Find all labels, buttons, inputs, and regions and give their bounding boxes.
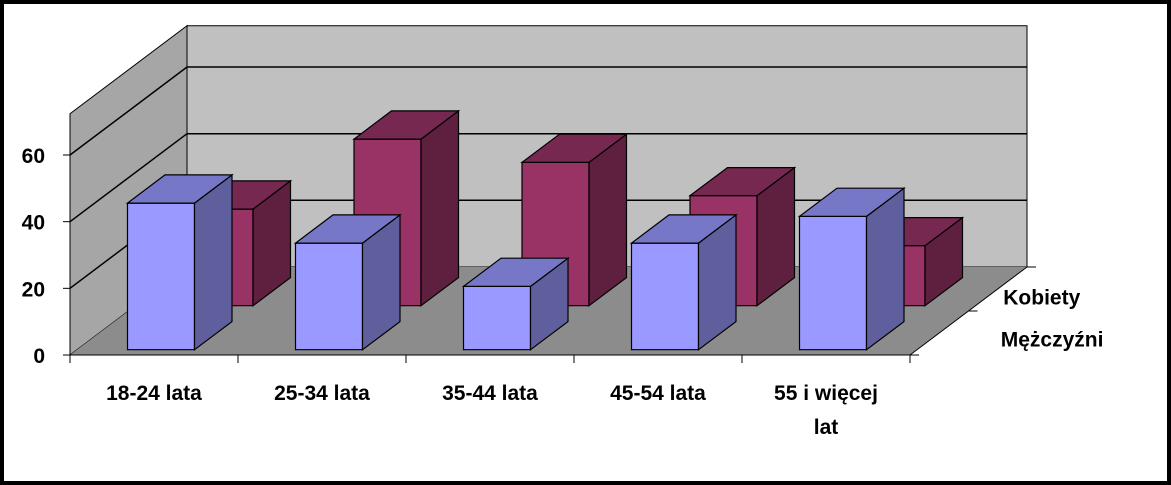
y-tick-label: 60 bbox=[22, 145, 45, 168]
bar-top-face bbox=[688, 167, 797, 197]
bar-side-face bbox=[588, 132, 628, 307]
x-tick-label: 35-44 lata bbox=[442, 382, 538, 405]
bar-front-face bbox=[798, 215, 868, 351]
series-label: Kobiety bbox=[1003, 286, 1080, 309]
x-tick-label: 45-54 lata bbox=[610, 382, 706, 405]
series-0 bbox=[125, 173, 906, 351]
bar-top-face bbox=[352, 110, 461, 140]
y-tick-label: 0 bbox=[33, 345, 45, 368]
bar-side-face bbox=[420, 109, 460, 307]
bar-front-face bbox=[630, 242, 700, 351]
series-label: Mężczyźni bbox=[1001, 328, 1104, 351]
x-tick-label: 18-24 lata bbox=[106, 382, 202, 405]
gridline bbox=[69, 132, 1027, 223]
bar bbox=[293, 213, 402, 351]
x-tick-label: 25-34 lata bbox=[274, 382, 370, 405]
bar-front-face bbox=[126, 202, 196, 351]
bar bbox=[461, 256, 570, 351]
bar bbox=[797, 186, 906, 351]
bar bbox=[125, 173, 234, 351]
bar-front-face bbox=[462, 285, 532, 351]
bar-side-face bbox=[193, 173, 233, 351]
bar-top-face bbox=[125, 174, 234, 204]
x-tick-label: 55 i więcej lat bbox=[774, 382, 878, 439]
y-tick-label: 20 bbox=[22, 278, 45, 301]
bar-top-face bbox=[293, 214, 402, 244]
bar-top-face bbox=[629, 214, 738, 244]
bar-front-face bbox=[294, 242, 364, 351]
bar-top-face bbox=[797, 187, 906, 217]
bar bbox=[629, 213, 738, 351]
gridline bbox=[69, 66, 1027, 156]
bar-top-face bbox=[520, 133, 629, 163]
y-tick-label: 40 bbox=[22, 212, 45, 235]
bar-top-face bbox=[461, 257, 570, 287]
